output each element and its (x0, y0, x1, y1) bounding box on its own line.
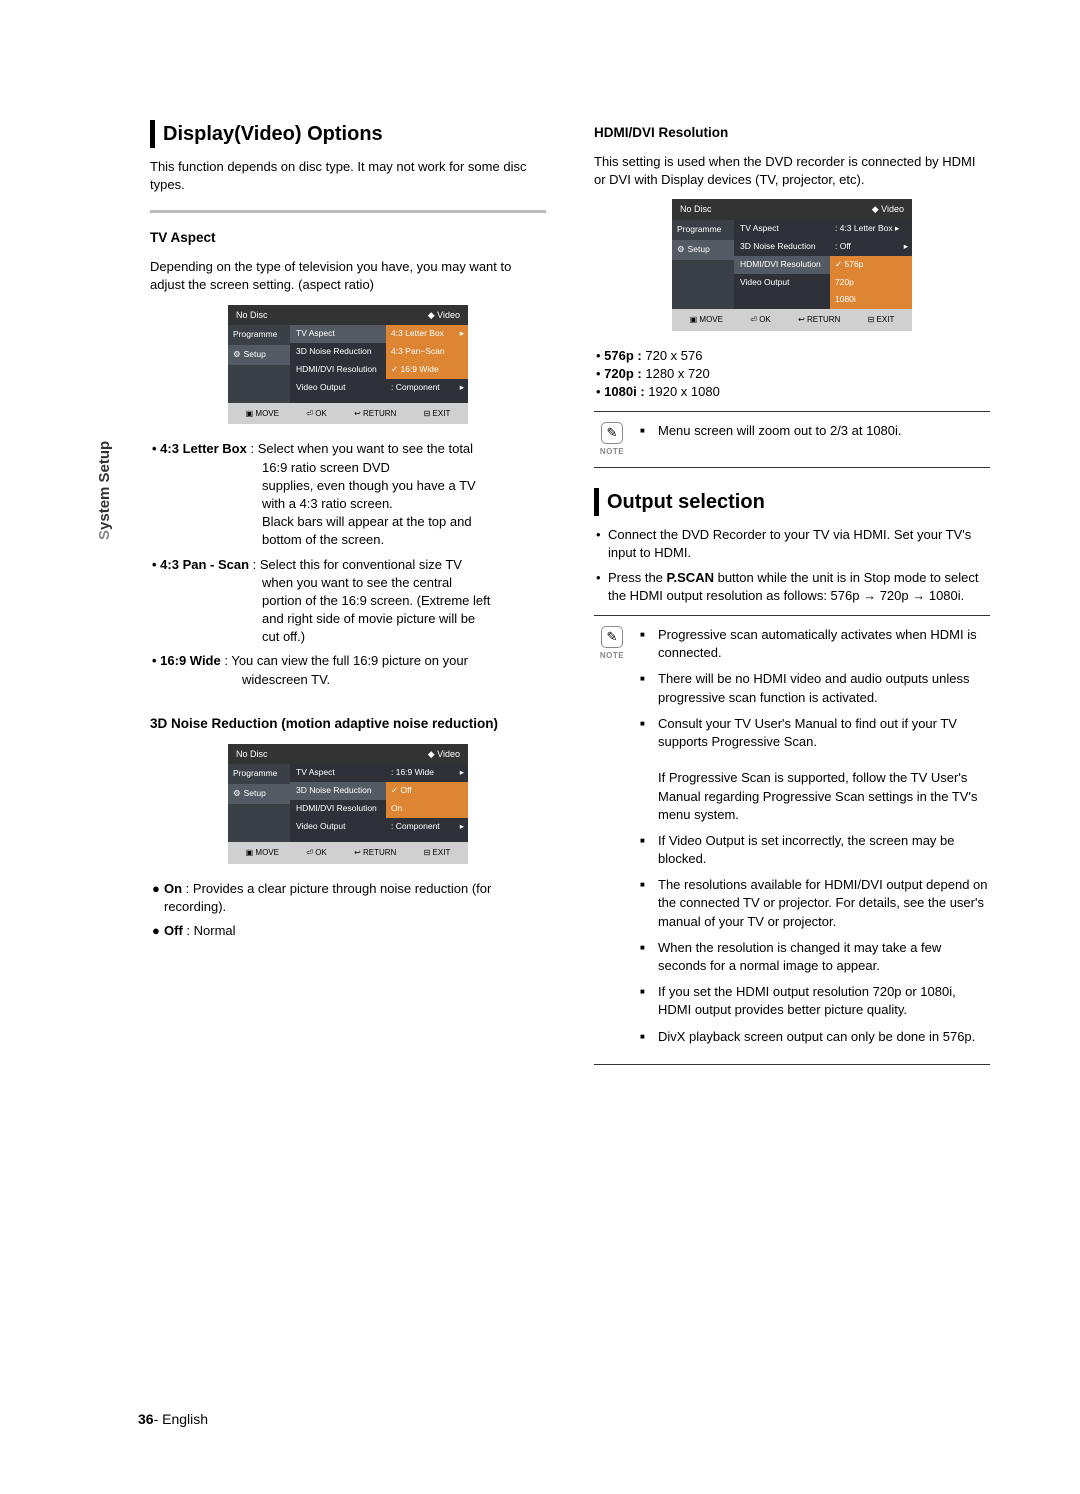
output-step-1: •Connect the DVD Recorder to your TV via… (596, 526, 990, 562)
option-on: ●On : Provides a clear picture through n… (152, 880, 546, 916)
heading-hdmi-res: HDMI/DVI Resolution (594, 124, 990, 143)
tv-aspect-desc: Depending on the type of television you … (150, 258, 546, 294)
note-icon: ✎NOTE (596, 626, 628, 1054)
hdmi-desc: This setting is used when the DVD record… (594, 153, 990, 189)
divider (150, 210, 546, 213)
heading-output-selection: Output selection (594, 488, 990, 516)
note-box-2: ✎NOTE Progressive scan automatically act… (594, 615, 990, 1065)
heading-3d-noise: 3D Noise Reduction (motion adaptive nois… (150, 715, 546, 734)
note-icon: ✎NOTE (596, 422, 628, 457)
option-off: ●Off : Normal (152, 922, 546, 940)
note-box-1: ✎NOTE Menu screen will zoom out to 2/3 a… (594, 411, 990, 468)
intro-text: This function depends on disc type. It m… (150, 158, 546, 194)
resolution-list: 576p : 720 x 576 720p : 1280 x 720 1080i… (596, 347, 990, 402)
page-footer: 36- English (138, 1410, 208, 1430)
note-text: Menu screen will zoom out to 2/3 at 1080… (658, 422, 988, 440)
page-content: Display(Video) Options This function dep… (0, 0, 1080, 1115)
section-tab: System Setup (94, 441, 115, 540)
output-step-2: •Press the P.SCAN button while the unit … (596, 569, 990, 605)
option-pan-scan: • 4:3 Pan - Scan : Select this for conve… (152, 556, 546, 647)
heading-tv-aspect: TV Aspect (150, 229, 546, 248)
heading-display-options: Display(Video) Options (150, 120, 546, 148)
option-letter-box: • 4:3 Letter Box : Select when you want … (152, 440, 546, 549)
right-column: HDMI/DVI Resolution This setting is used… (594, 120, 990, 1075)
menu-screenshot-3d-noise: No Disc◆ Video Programme ⚙Setup TV Aspec… (228, 744, 468, 864)
left-column: Display(Video) Options This function dep… (150, 120, 546, 1075)
menu-screenshot-tv-aspect: No Disc◆ Video Programme ⚙Setup TV Aspec… (228, 305, 468, 425)
menu-screenshot-hdmi: No Disc◆ Video Programme ⚙Setup TV Aspec… (672, 199, 912, 330)
option-wide: • 16:9 Wide : You can view the full 16:9… (152, 652, 546, 688)
